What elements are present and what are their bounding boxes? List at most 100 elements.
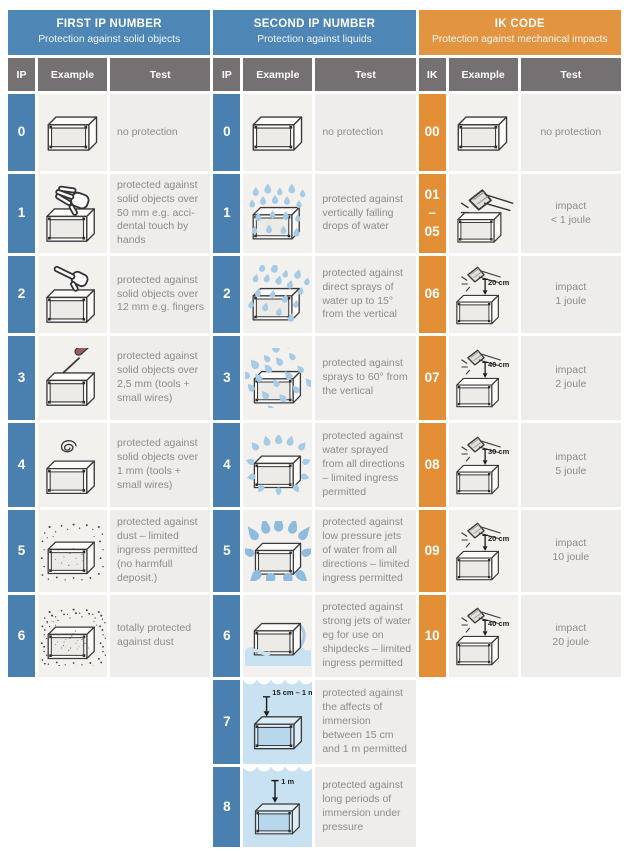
example-cell	[243, 256, 313, 333]
test-cell: protected against vertically falling dro…	[315, 174, 416, 253]
test-cell: protected against sprays to 60° from the…	[315, 336, 416, 420]
box-hammer-drop-icon	[450, 521, 516, 581]
group-subtitle: Protection against liquids	[257, 34, 372, 46]
example-measurement-label: 30 cm	[487, 447, 510, 457]
code-cell: 6	[213, 595, 241, 677]
test-cell: protected against strong jets of water e…	[315, 595, 416, 677]
test-cell: protected against dust – limited ingress…	[110, 510, 211, 592]
rows-second-ip: 0 no protection 1 protected against vertica…	[213, 94, 416, 847]
example-cell	[38, 174, 107, 253]
box-immersion-icon	[245, 692, 311, 752]
table-row: 10 40 cm impact 20 joule	[418, 595, 621, 677]
code-cell: 8	[213, 767, 241, 847]
group-header: IK CODE Protection against mechanical im…	[418, 10, 621, 55]
code-cell: 10	[418, 595, 446, 677]
table-row: 4 protected against solid objects over 1 …	[8, 423, 211, 507]
test-cell: protected against solid objects over 1 m…	[110, 423, 211, 507]
test-cell: protected against direct sprays of water…	[315, 256, 416, 333]
example-cell: 20 cm	[448, 256, 518, 333]
table-row: 8 1 m protected against long periods of im…	[213, 767, 416, 847]
test-cell: protected against water sprayed from all…	[315, 423, 416, 507]
box-drops-vertical-icon	[245, 184, 311, 244]
box-immersion-deep-icon	[245, 777, 311, 837]
code-cell: 08	[418, 423, 446, 507]
code-cell: 5	[8, 510, 35, 592]
code-cell: 07	[418, 336, 446, 420]
table-row: 5 protected against low pressure jets of …	[213, 510, 416, 592]
table-row: 06 20 cm impact 1 joule	[418, 256, 621, 333]
code-cell: 0	[8, 94, 35, 171]
test-cell: impact 20 joule	[520, 595, 621, 677]
table-row: 5 protected against dust – limited ingres…	[8, 510, 211, 592]
example-measurement-label: 20 cm	[487, 533, 510, 543]
box-hammer-icon	[450, 184, 516, 244]
group-header: SECOND IP NUMBER Protection against liqu…	[213, 10, 416, 55]
column-headers: IP Example Test	[213, 58, 416, 91]
example-measurement-label: 40 cm	[487, 618, 510, 628]
table-row: 2 protected against direct sprays of wate…	[213, 256, 416, 333]
box-hand-icon	[40, 184, 106, 244]
test-cell: no protection	[110, 94, 211, 171]
column-header-test: Test	[520, 58, 621, 91]
test-cell: impact 2 joule	[520, 336, 621, 420]
box-plain-icon	[450, 103, 516, 163]
code-cell: 4	[213, 423, 241, 507]
box-spray-60-icon	[245, 348, 311, 408]
column-header-test: Test	[315, 58, 416, 91]
test-cell: no protection	[315, 94, 416, 171]
test-cell: protected against low pressure jets of w…	[315, 510, 416, 592]
group-header: FIRST IP NUMBER Protection against solid…	[8, 10, 211, 55]
table-row: 1 protected against vertically falling dr…	[213, 174, 416, 253]
test-cell: protected against solid objects over 2,5…	[110, 336, 211, 420]
example-cell	[243, 510, 313, 592]
code-cell: 1	[213, 174, 241, 253]
table-row: 3 protected against sprays to 60° from th…	[213, 336, 416, 420]
example-measurement-label: 1 m	[281, 776, 295, 786]
example-cell	[243, 94, 313, 171]
table-row: 4 protected against water sprayed from al…	[213, 423, 416, 507]
column-header-example: Example	[448, 58, 518, 91]
example-cell	[243, 423, 313, 507]
group-subtitle: Protection against solid objects	[38, 34, 181, 46]
box-hammer-drop-icon	[450, 435, 516, 495]
code-cell: 00	[418, 94, 446, 171]
test-cell: no protection	[520, 94, 621, 171]
table-row: 7 15 cm – 1 m protected against the affect…	[213, 680, 416, 764]
example-cell	[448, 94, 518, 171]
code-cell: 2	[8, 256, 35, 333]
column-headers: IP Example Test	[8, 58, 211, 91]
test-cell: totally protected against dust	[110, 595, 211, 677]
table-row: 0 no protection	[213, 94, 416, 171]
code-cell: 7	[213, 680, 241, 764]
code-cell: 3	[213, 336, 241, 420]
example-cell	[38, 510, 107, 592]
example-cell	[38, 595, 107, 677]
group-first-ip-number: FIRST IP NUMBER Protection against solid…	[8, 10, 211, 677]
code-cell: 4	[8, 423, 35, 507]
table-row: 09 20 cm impact 10 joule	[418, 510, 621, 592]
box-plain-icon	[245, 103, 311, 163]
example-cell	[243, 595, 313, 677]
test-cell: impact 10 joule	[520, 510, 621, 592]
code-cell: 5	[213, 510, 241, 592]
box-dust-total-icon	[40, 606, 106, 666]
test-cell: protected against solid objects over 50 …	[110, 174, 211, 253]
example-cell	[38, 336, 107, 420]
rows-first-ip: 0 no protection 1 protected against solid o…	[8, 94, 211, 677]
example-measurement-label: 20 cm	[487, 278, 510, 288]
example-cell: 30 cm	[448, 423, 518, 507]
group-title: IK CODE	[494, 18, 545, 31]
column-header-code: IP	[213, 58, 241, 91]
table-row: 08 30 cm impact 5 joule	[418, 423, 621, 507]
box-hammer-drop-icon	[450, 348, 516, 408]
table-row: 01 – 05 impact < 1 joule	[418, 174, 621, 253]
rows-ik: 00 no protection 01 – 05 impact < 1 joule 06…	[418, 94, 621, 677]
code-cell: 06	[418, 256, 446, 333]
example-cell	[38, 423, 107, 507]
example-cell: 1 m	[243, 767, 313, 847]
test-cell: impact < 1 joule	[520, 174, 621, 253]
table-row: 0 no protection	[8, 94, 211, 171]
column-header-example: Example	[243, 58, 313, 91]
example-measurement-label: 40 cm	[487, 360, 510, 370]
example-cell: 40 cm	[448, 336, 518, 420]
